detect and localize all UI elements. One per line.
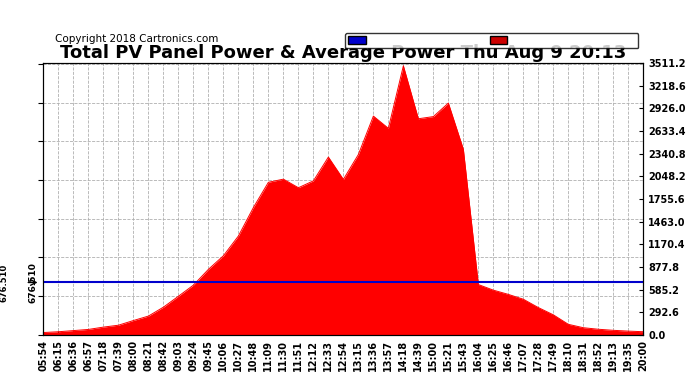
Text: Copyright 2018 Cartronics.com: Copyright 2018 Cartronics.com — [55, 34, 219, 44]
Text: 676.510: 676.510 — [0, 263, 9, 302]
Text: 676.510: 676.510 — [28, 262, 37, 303]
Legend: Average  (DC Watts), PV Panels  (DC Watts): Average (DC Watts), PV Panels (DC Watts) — [346, 33, 638, 48]
Title: Total PV Panel Power & Average Power Thu Aug 9 20:13: Total PV Panel Power & Average Power Thu… — [60, 44, 627, 62]
